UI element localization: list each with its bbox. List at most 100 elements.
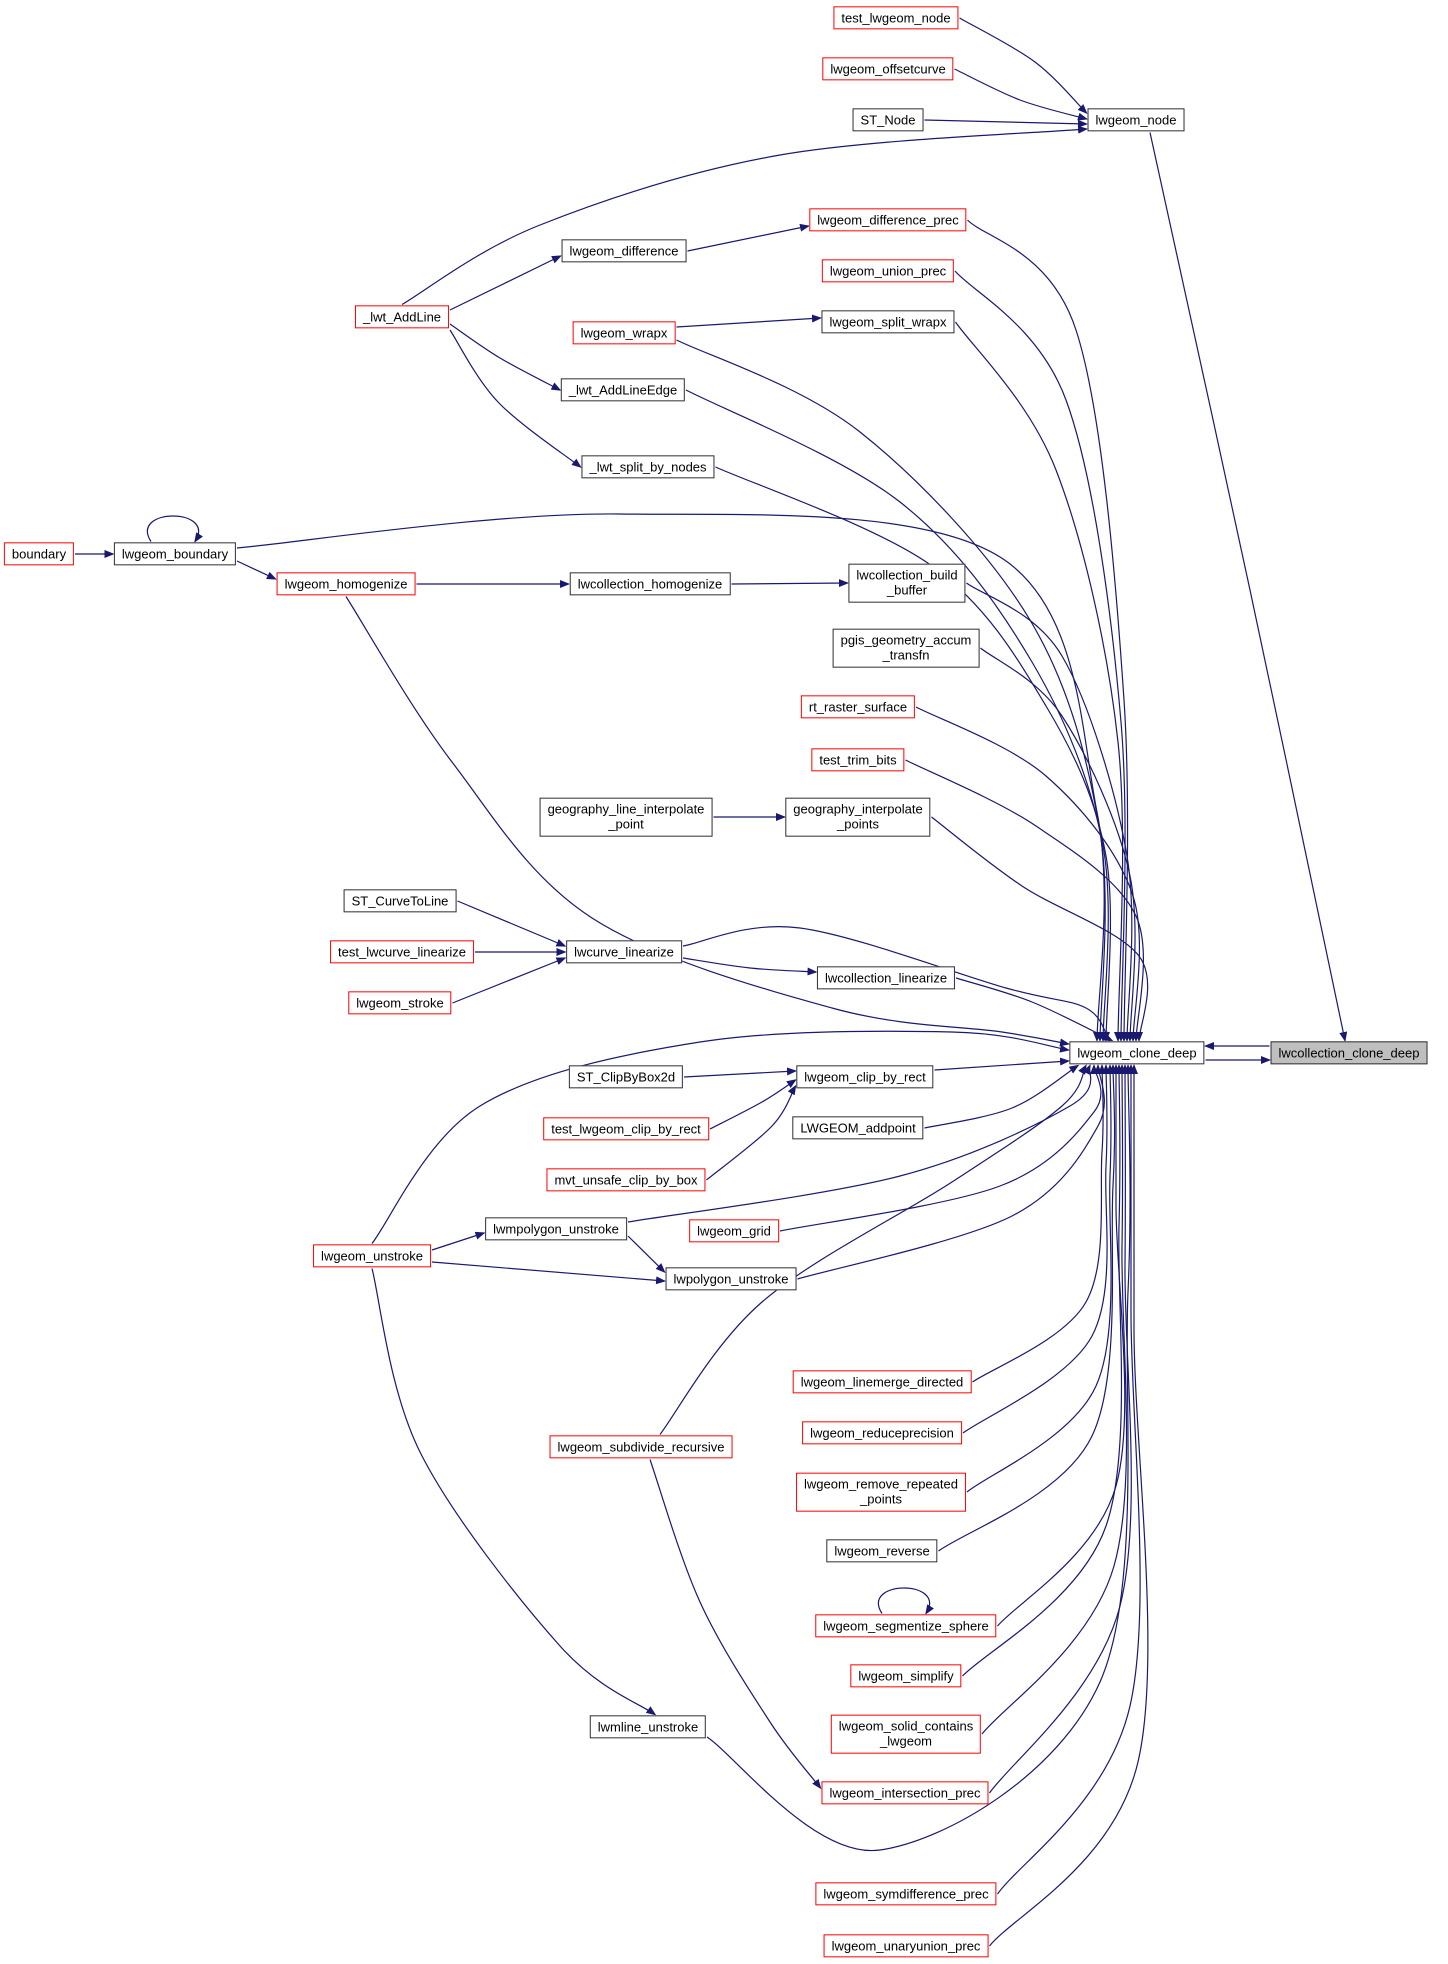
node-lwgeom_unstroke[interactable]: lwgeom_unstroke xyxy=(313,1244,431,1268)
node-lwgeom_solid_contains_lwgeom[interactable]: lwgeom_solid_contains _lwgeom xyxy=(830,1714,982,1754)
edge-test_lwgeom_clip_by_rect-to-lwgeom_clip_by_rect xyxy=(709,1079,797,1130)
node-label: lwgeom_symdifference_prec xyxy=(823,1886,989,1902)
node-test_trim_bits[interactable]: test_trim_bits xyxy=(811,748,905,772)
node-lwgeom_wrapx[interactable]: lwgeom_wrapx xyxy=(572,321,676,345)
node-lwcollection_linearize[interactable]: lwcollection_linearize xyxy=(816,966,956,990)
edge-lwmline_unstroke-to-lwgeom_clone_deep xyxy=(706,1064,1133,1852)
edge-lwgeom_symdifference_prec-to-lwgeom_clone_deep xyxy=(997,1064,1141,1895)
edge-lwt_split_by_nodes-to-lwgeom_clone_deep xyxy=(715,466,1112,1042)
edge-lwt_addline-to-lwt_addlineedge xyxy=(449,323,562,391)
node-st_curvetoline[interactable]: ST_CurveToLine xyxy=(343,889,457,913)
node-lwgeom_clip_by_rect[interactable]: lwgeom_clip_by_rect xyxy=(796,1065,934,1089)
edge-lwgeom_unstroke-to-lwgeom_clone_deep xyxy=(371,1030,1070,1244)
node-lwgeom_difference[interactable]: lwgeom_difference xyxy=(561,239,687,263)
node-label: test_lwgeom_clip_by_rect xyxy=(551,1121,701,1137)
node-lwgeom_segmentize_sphere[interactable]: lwgeom_segmentize_sphere xyxy=(815,1614,997,1638)
node-test_lwgeom_node[interactable]: test_lwgeom_node xyxy=(833,6,959,30)
edge-lwgeom_remove_repeated_points-to-lwgeom_clone_deep xyxy=(966,1064,1115,1493)
node-lwgeom_grid[interactable]: lwgeom_grid xyxy=(689,1219,779,1243)
node-test_lwgeom_clip_by_rect[interactable]: test_lwgeom_clip_by_rect xyxy=(543,1117,709,1141)
edge-st_node-to-lwgeom_node xyxy=(924,119,1088,128)
node-lwcurve_linearize[interactable]: lwcurve_linearize xyxy=(566,940,682,964)
node-st_clipbybox2d[interactable]: ST_ClipByBox2d xyxy=(568,1065,684,1089)
node-lwgeom_linemerge_directed[interactable]: lwgeom_linemerge_directed xyxy=(792,1370,972,1394)
node-label: lwgeom_reduceprecision xyxy=(810,1425,954,1441)
node-lwgeom_reverse[interactable]: lwgeom_reverse xyxy=(826,1539,938,1563)
edge-lwgeom_addpoint-to-lwgeom_clone_deep xyxy=(924,1064,1080,1129)
node-lwt_split_by_nodes[interactable]: _lwt_split_by_nodes xyxy=(581,455,715,479)
node-lwt_addline[interactable]: _lwt_AddLine xyxy=(354,305,450,329)
edge-test_lwgeom_node-to-lwgeom_node xyxy=(959,17,1088,115)
node-label: lwcollection_linearize xyxy=(824,970,948,986)
node-test_lwcurve_linearize[interactable]: test_lwcurve_linearize xyxy=(330,940,474,964)
edge-lwcollection_homogenize-to-lwcollection_build_buffer xyxy=(731,579,849,588)
node-lwgeom_subdivide_recursive[interactable]: lwgeom_subdivide_recursive xyxy=(549,1435,733,1459)
edge-lwgeom_boundary-to-lwgeom_boundary xyxy=(147,515,203,543)
node-lwgeom_offsetcurve[interactable]: lwgeom_offsetcurve xyxy=(822,57,954,81)
node-label: lwmpolygon_unstroke xyxy=(493,1221,619,1237)
edge-lwgeom_wrapx-to-lwgeom_clone_deep xyxy=(676,339,1106,1042)
node-label: lwcurve_linearize xyxy=(574,944,674,960)
node-lwmline_unstroke[interactable]: lwmline_unstroke xyxy=(589,1715,707,1739)
node-lwcollection_homogenize[interactable]: lwcollection_homogenize xyxy=(569,572,731,596)
node-lwgeom_split_wrapx[interactable]: lwgeom_split_wrapx xyxy=(821,310,955,334)
node-label: test_lwgeom_node xyxy=(841,10,951,26)
node-lwgeom_symdifference_prec[interactable]: lwgeom_symdifference_prec xyxy=(815,1882,997,1906)
edge-lwgeom_difference_prec-to-lwgeom_clone_deep xyxy=(967,219,1129,1042)
node-lwgeom_union_prec[interactable]: lwgeom_union_prec xyxy=(821,259,955,283)
node-pgis_geometry_accum_transfn[interactable]: pgis_geometry_accum _transfn xyxy=(832,628,980,668)
node-geography_line_interpolate_point[interactable]: geography_line_interpolate _point xyxy=(539,797,713,837)
node-geography_interpolate_points[interactable]: geography_interpolate _points xyxy=(785,797,931,837)
node-lwgeom_intersection_prec[interactable]: lwgeom_intersection_prec xyxy=(821,1781,989,1805)
node-lwgeom_clone_deep[interactable]: lwgeom_clone_deep xyxy=(1069,1041,1205,1065)
node-lwgeom_homogenize[interactable]: lwgeom_homogenize xyxy=(276,572,416,596)
node-label: lwgeom_boundary xyxy=(121,546,229,562)
node-label: lwgeom_grid xyxy=(697,1223,771,1239)
edge-rt_raster_surface-to-lwgeom_clone_deep xyxy=(915,706,1141,1042)
node-label: rt_raster_surface xyxy=(808,699,908,715)
node-lwgeom_stroke[interactable]: lwgeom_stroke xyxy=(348,991,452,1015)
node-label: _lwt_AddLine xyxy=(362,309,442,325)
node-lwmpolygon_unstroke[interactable]: lwmpolygon_unstroke xyxy=(485,1217,627,1241)
node-label: _points xyxy=(837,817,879,832)
node-label: _transfn xyxy=(882,648,930,663)
node-lwgeom_reduceprecision[interactable]: lwgeom_reduceprecision xyxy=(802,1421,962,1445)
node-label: LWGEOM_addpoint xyxy=(800,1120,916,1136)
node-lwgeom_simplify[interactable]: lwgeom_simplify xyxy=(850,1664,962,1688)
edge-lwgeom_union_prec-to-lwgeom_clone_deep xyxy=(954,270,1126,1042)
edge-lwgeom_subdivide_recursive-to-lwgeom_intersection_prec xyxy=(649,1459,822,1790)
node-label: lwgeom_subdivide_recursive xyxy=(557,1439,725,1455)
node-label: _lwgeom xyxy=(879,1734,933,1749)
node-mvt_unsafe_clip_by_box[interactable]: mvt_unsafe_clip_by_box xyxy=(546,1168,706,1192)
node-rt_raster_surface[interactable]: rt_raster_surface xyxy=(800,695,916,719)
node-label: lwmline_unstroke xyxy=(597,1719,699,1735)
node-label: mvt_unsafe_clip_by_box xyxy=(554,1172,698,1188)
edge-lwgeom_clip_by_rect-to-lwgeom_clone_deep xyxy=(934,1057,1070,1071)
node-label: lwgeom_wrapx xyxy=(580,325,668,341)
node-lwt_addlineedge[interactable]: _lwt_AddLineEdge xyxy=(560,378,686,402)
node-label: boundary xyxy=(11,546,67,562)
edge-st_curvetoline-to-lwcurve_linearize xyxy=(457,900,567,947)
node-label: pgis_geometry_accum xyxy=(840,632,972,648)
edge-lwgeom_intersection_prec-to-lwgeom_clone_deep xyxy=(989,1064,1132,1794)
node-lwgeom_remove_repeated_points[interactable]: lwgeom_remove_repeated _points xyxy=(796,1472,966,1512)
node-boundary[interactable]: boundary xyxy=(3,542,75,566)
edge-lwgeom_node-to-lwcollection_clone_deep xyxy=(1149,132,1348,1042)
node-label: _points xyxy=(860,1492,902,1507)
node-lwgeom_boundary[interactable]: lwgeom_boundary xyxy=(113,542,237,566)
node-st_node[interactable]: ST_Node xyxy=(852,108,924,132)
node-lwgeom_difference_prec[interactable]: lwgeom_difference_prec xyxy=(809,208,967,232)
edge-mvt_unsafe_clip_by_box-to-lwgeom_clip_by_rect xyxy=(706,1084,797,1181)
node-lwgeom_addpoint[interactable]: LWGEOM_addpoint xyxy=(792,1116,924,1140)
node-lwgeom_node[interactable]: lwgeom_node xyxy=(1087,108,1185,132)
edge-lwcurve_linearize-to-lwcollection_linearize xyxy=(682,957,818,976)
node-label: lwgeom_unaryunion_prec xyxy=(831,1938,981,1954)
node-lwpolygon_unstroke[interactable]: lwpolygon_unstroke xyxy=(665,1267,797,1291)
edge-lwgeom_subdivide_recursive-to-lwgeom_clone_deep xyxy=(659,1064,1087,1435)
edge-lwt_addline-to-lwgeom_node xyxy=(401,125,1088,306)
node-lwgeom_unaryunion_prec[interactable]: lwgeom_unaryunion_prec xyxy=(823,1934,989,1958)
node-label: test_trim_bits xyxy=(819,752,897,768)
node-lwcollection_build_buffer[interactable]: lwcollection_build _buffer xyxy=(848,563,966,603)
node-label: lwpolygon_unstroke xyxy=(673,1271,789,1287)
